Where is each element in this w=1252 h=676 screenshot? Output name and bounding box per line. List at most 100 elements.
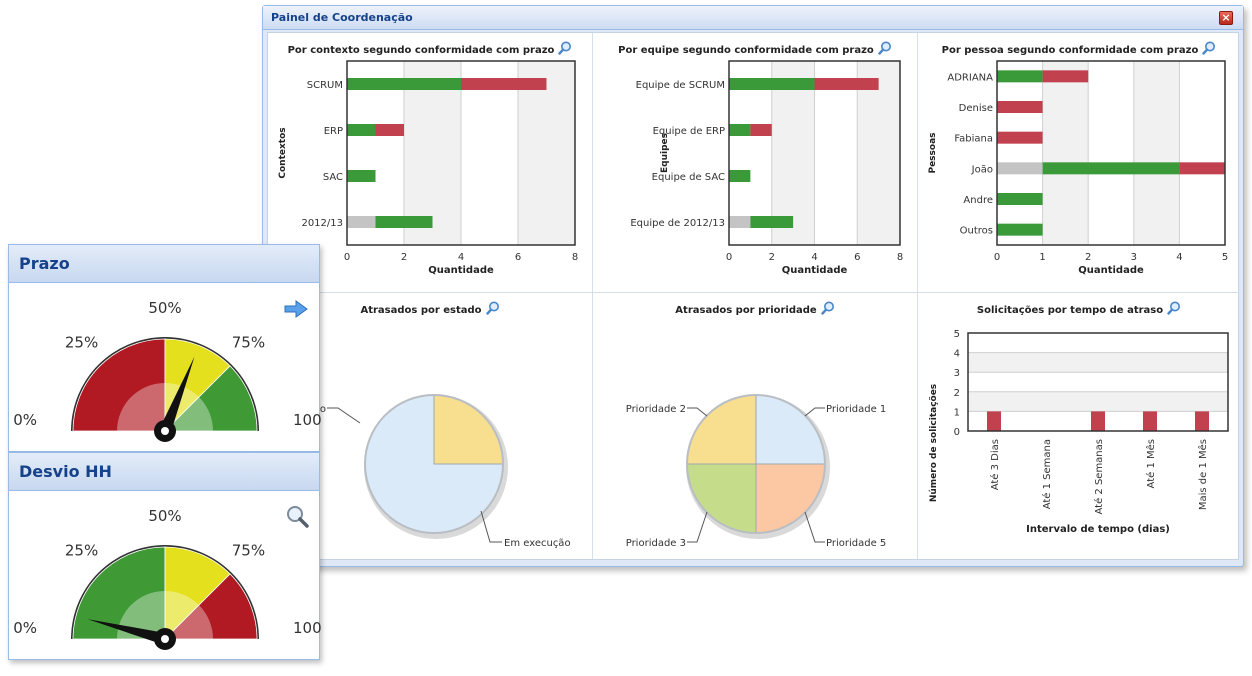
grid-band bbox=[404, 61, 461, 245]
pie-label: Prioridade 3 bbox=[626, 538, 686, 549]
leader-line bbox=[480, 510, 502, 543]
y-axis-title: Número de solicitações bbox=[929, 384, 939, 502]
bar-chart-contexto: 0 2 4 6 8 Quantidade Contextos SCRUM ERP SAC 2012/… bbox=[278, 60, 578, 276]
pie-chart-estado: Em execuçãoEm execução bbox=[268, 394, 571, 549]
y-tick-label: ERP bbox=[324, 126, 343, 137]
bar-segment bbox=[997, 70, 1043, 83]
chart-equipe: Por equipe segundo conformidade com praz… bbox=[593, 33, 918, 293]
pie-label: Em execução bbox=[504, 538, 571, 549]
x-tick-label: 8 bbox=[572, 252, 578, 263]
y-axis-title: Pessoas bbox=[928, 132, 938, 173]
gauge-needle bbox=[159, 356, 195, 434]
y-tick-label: Fabiana bbox=[954, 134, 993, 145]
panel-body: Por contexto segundo conformidade com pr… bbox=[267, 32, 1240, 560]
x-tick-label: Até 1 Mês bbox=[1145, 439, 1157, 488]
y-tick-label: 3 bbox=[954, 368, 960, 379]
chart-title: Por equipe segundo conformidade com praz… bbox=[618, 45, 874, 56]
plot-frame bbox=[996, 60, 1226, 246]
bar-segment bbox=[461, 78, 547, 90]
y-tick-label: João bbox=[971, 164, 993, 175]
magnifier-icon[interactable] bbox=[285, 505, 309, 529]
magnifier-icon[interactable] bbox=[821, 301, 835, 315]
chart-title: Por pessoa segundo conformidade com praz… bbox=[941, 45, 1199, 56]
leader-line bbox=[687, 511, 708, 543]
grid-band bbox=[968, 333, 1228, 353]
bar-segment bbox=[729, 170, 751, 182]
gauge-glow bbox=[117, 383, 213, 451]
bar-segment bbox=[1042, 162, 1180, 175]
arrow-right-icon[interactable] bbox=[283, 299, 309, 319]
gauge-label: 100% bbox=[293, 619, 321, 637]
y-tick-label: 2 bbox=[954, 388, 960, 399]
bar-segment bbox=[347, 78, 461, 90]
y-tick-label: SCRUM bbox=[307, 80, 343, 91]
grid-band bbox=[1133, 61, 1180, 245]
bar-segment bbox=[750, 216, 794, 228]
bar-segment bbox=[729, 124, 751, 136]
grid-band bbox=[1042, 61, 1089, 245]
gauge-hub-center bbox=[161, 427, 169, 435]
x-axis-title: Quantidade bbox=[1078, 265, 1144, 276]
magnifier-icon[interactable] bbox=[878, 41, 892, 55]
magnifier-icon[interactable] bbox=[485, 301, 500, 315]
plot-frame bbox=[728, 60, 901, 246]
y-tick-label: SAC bbox=[323, 172, 343, 183]
y-tick-label: Equipe de ERP bbox=[653, 126, 725, 137]
gauge-glow bbox=[117, 591, 213, 659]
bar-segment bbox=[729, 216, 751, 228]
chart-estado: Atrasados por estado Em execuçãoEm execu… bbox=[268, 293, 593, 559]
magnifier-icon[interactable] bbox=[558, 41, 572, 55]
chart-title: Solicitações por tempo de atraso bbox=[976, 305, 1164, 316]
pie-outline bbox=[686, 394, 826, 534]
gauge-needle bbox=[87, 619, 167, 645]
x-tick-label: 5 bbox=[1222, 252, 1228, 263]
magnifier-icon[interactable] bbox=[1167, 301, 1181, 315]
gauge-hub-center bbox=[161, 635, 169, 643]
gauge-label: 0% bbox=[13, 411, 37, 429]
gauge-label: 25% bbox=[65, 542, 98, 560]
x-tick-label: 2 bbox=[401, 252, 407, 263]
bar-segment bbox=[997, 193, 1043, 205]
y-tick-label: Andre bbox=[963, 195, 993, 206]
magnifier-icon[interactable] bbox=[1202, 41, 1216, 55]
bar bbox=[987, 411, 1001, 431]
bar-segment bbox=[1042, 70, 1089, 83]
bar-chart-pessoa: 0 1 2 3 4 5 Quantidade Pessoas ADRIANA Denise Fabi… bbox=[928, 60, 1228, 276]
y-tick-label: 2012/13 bbox=[301, 218, 343, 229]
x-tick-label: 6 bbox=[854, 252, 860, 263]
y-axis-title: Contextos bbox=[278, 127, 288, 178]
widget-title: Prazo bbox=[19, 254, 70, 273]
close-button[interactable]: × bbox=[1219, 11, 1233, 25]
pie-label: Prioridade 5 bbox=[826, 538, 886, 549]
gauge-zone bbox=[72, 338, 166, 432]
plot-frame bbox=[967, 332, 1229, 432]
chart-prioridade: Atrasados por prioridade Prioridade 1 Pri… bbox=[593, 293, 918, 559]
gauge-prazo: 0% 25% 50% 75% 100% bbox=[13, 299, 321, 451]
leader-line bbox=[327, 407, 361, 424]
x-tick-label: 1 bbox=[1039, 252, 1045, 263]
panel-header: Painel de Coordenação × bbox=[263, 6, 1243, 30]
gauge-label: 75% bbox=[232, 334, 265, 352]
pie-outline bbox=[364, 394, 504, 534]
gauge-zone bbox=[72, 546, 166, 640]
bar-segment bbox=[997, 223, 1043, 236]
gauge-widget-desvio: Desvio HH 0% 25% 50% 75% 100% bbox=[8, 452, 321, 660]
y-tick-label: 5 bbox=[954, 329, 960, 340]
chart-tempo: Solicitações por tempo de atraso 0 1 2 3 4 5 A… bbox=[918, 293, 1240, 559]
y-tick-label: 1 bbox=[954, 407, 960, 418]
gauge-label: 75% bbox=[232, 542, 265, 560]
x-tick-label: Mais de 1 Mês bbox=[1197, 439, 1209, 510]
x-tick-label: 8 bbox=[897, 252, 903, 263]
bar-chart-tempo: 0 1 2 3 4 5 Até 3 Dias Até 1 Semana Até 2 Semana… bbox=[929, 329, 1229, 535]
leader-line bbox=[804, 407, 825, 417]
y-tick-label: Equipe de SCRUM bbox=[636, 80, 725, 91]
panel-title: Painel de Coordenação bbox=[271, 11, 413, 24]
x-axis-title: Quantidade bbox=[428, 265, 494, 276]
y-axis-title: Equipes bbox=[660, 133, 670, 173]
bar bbox=[1143, 411, 1157, 431]
pie-chart-prioridade: Prioridade 1 Prioridade 2 Prioridade 3 Prio… bbox=[626, 394, 886, 549]
x-axis-title: Quantidade bbox=[782, 265, 848, 276]
pie-label: Prioridade 2 bbox=[626, 404, 686, 415]
bar-segment bbox=[997, 101, 1043, 113]
bar bbox=[1195, 411, 1209, 431]
